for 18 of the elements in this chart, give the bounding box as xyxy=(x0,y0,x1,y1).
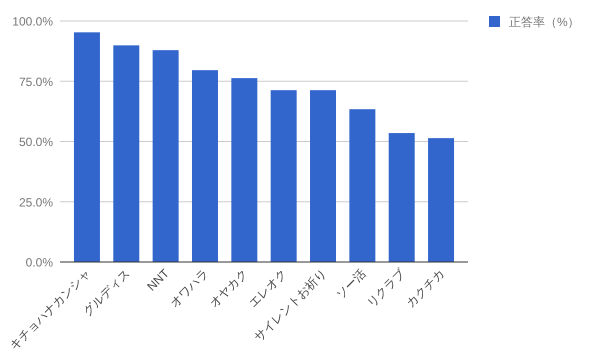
bar xyxy=(113,45,140,262)
bar xyxy=(388,133,415,262)
y-tick-label: 0.0% xyxy=(26,256,54,270)
y-tick-label: 75.0% xyxy=(18,74,54,89)
legend-label: 正答率（%） xyxy=(509,15,580,29)
x-tick-label: カクチカ xyxy=(403,266,448,310)
y-tick-label: 100.0% xyxy=(12,14,54,28)
bar xyxy=(428,138,454,262)
bar xyxy=(270,90,297,262)
x-tick-label: ソー活 xyxy=(333,266,368,302)
bar xyxy=(310,90,336,262)
bar xyxy=(152,50,179,262)
bar xyxy=(74,32,100,262)
y-tick-label: 25.0% xyxy=(18,195,54,210)
bar xyxy=(192,70,218,262)
bar xyxy=(231,78,258,262)
bar xyxy=(349,109,376,262)
y-tick-label: 50.0% xyxy=(18,135,54,149)
